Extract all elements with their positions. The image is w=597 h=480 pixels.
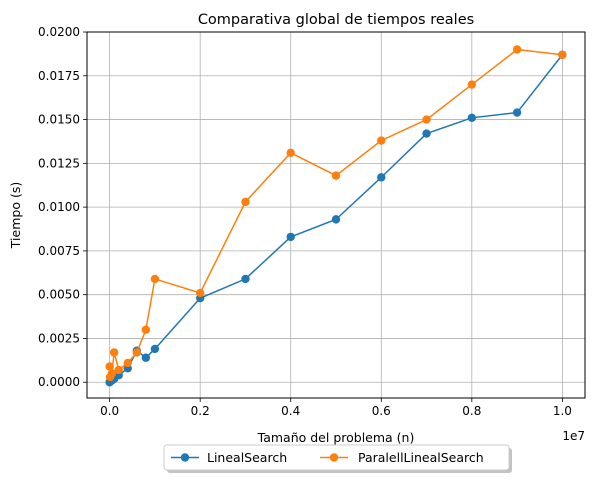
x-tick-label: 0.4 [281,404,300,418]
data-point-paralelllinealsearch [114,365,123,375]
legend-marker-paralelllinealsearch [329,453,339,462]
data-point-linealsearch [286,232,295,242]
series-line-paralelllinealsearch [108,48,563,380]
legend-label-linealsearch: LinealSearch [207,450,287,465]
data-point-paralelllinealsearch [286,148,295,158]
data-point-linealsearch [377,173,386,182]
data-point-paralelllinealsearch [422,115,431,124]
series-layer [105,45,567,387]
x-axis: 0.0 0.2 0.4 0.6 0.8 1.0 [100,398,572,418]
y-tick-label: 0.0200 [38,25,80,39]
data-point-paralelllinealsearch [107,369,117,378]
data-point-paralelllinealsearch [105,362,114,371]
y-tick-label: 0.0125 [38,156,80,170]
grid [87,31,585,398]
y-tick-label: 0.0000 [38,375,80,389]
series-paralelllinealsearch [105,45,567,382]
data-point-paralelllinealsearch [132,348,141,357]
data-point-linealsearch [141,353,151,362]
data-point-paralelllinealsearch [467,80,477,89]
y-axis-label: Tiempo (s) [8,182,23,249]
data-point-paralelllinealsearch [123,358,132,368]
data-point-linealsearch [150,344,160,354]
data-point-linealsearch [512,108,522,117]
y-tick-label: 0.0025 [38,331,80,345]
data-point-linealsearch [422,129,431,138]
y-tick-label: 0.0050 [38,288,80,302]
y-tick-label: 0.0175 [38,69,80,83]
data-point-paralelllinealsearch [241,197,250,207]
data-point-paralelllinealsearch [512,45,522,54]
y-tick-label: 0.0150 [38,113,80,127]
chart-title: Comparativa global de tiempos reales [198,12,474,28]
x-tick-label: 0.2 [191,404,210,418]
x-tick-label: 0.6 [372,404,391,418]
data-point-paralelllinealsearch [109,348,119,357]
x-tick-label: 0.8 [462,404,481,418]
legend-marker-linealsearch [180,453,190,462]
legend-label-paralelllinealsearch: ParalellLinealSearch [358,450,484,465]
plot-frame [86,31,586,399]
x-axis-label: Tamaño del problema (n) [257,430,415,445]
data-point-linealsearch [241,274,250,284]
y-tick-label: 0.0100 [38,200,80,214]
y-tick-label: 0.0075 [38,244,80,258]
x-offset-label: 1e7 [562,429,585,443]
y-axis: 0.0000 0.0025 0.0050 0.0075 0.0100 0.0125 0.01… [38,25,87,389]
data-point-paralelllinealsearch [558,50,567,59]
data-point-paralelllinealsearch [377,136,386,145]
legend: LinealSearch ParalellLinealSearch [163,444,512,473]
data-point-linealsearch [467,113,477,123]
series-linealsearch [105,50,567,387]
data-point-paralelllinealsearch [195,288,205,298]
data-point-paralelllinealsearch [150,274,160,284]
data-point-paralelllinealsearch [141,325,151,334]
data-point-linealsearch [331,215,341,224]
x-tick-label: 1.0 [553,404,572,418]
x-tick-label: 0.0 [100,404,119,418]
data-point-paralelllinealsearch [331,171,341,180]
